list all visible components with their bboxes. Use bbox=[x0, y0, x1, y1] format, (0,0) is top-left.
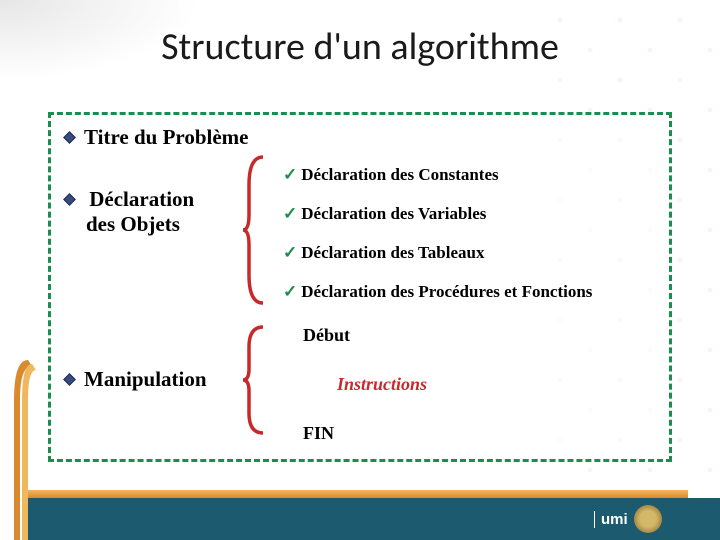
manipulation-label: Manipulation bbox=[84, 367, 207, 391]
list-item: ✓Déclaration des Constantes bbox=[283, 155, 592, 194]
diamond-icon bbox=[63, 373, 76, 386]
check-icon: ✓ bbox=[283, 243, 297, 262]
procedures-label: Déclaration des Procédures et Fonctions bbox=[301, 282, 592, 301]
debut-label: Début bbox=[303, 325, 427, 346]
declaration-list: ✓Déclaration des Constantes ✓Déclaration… bbox=[283, 155, 592, 311]
tableaux-label: Déclaration des Tableaux bbox=[301, 243, 484, 262]
declaration-label: Déclaration des Objets bbox=[65, 187, 194, 236]
fin-label: FIN bbox=[303, 423, 427, 444]
content-box: Titre du Problème Déclaration des Objets… bbox=[48, 112, 672, 462]
list-item: ✓Déclaration des Tableaux bbox=[283, 233, 592, 272]
brace-icon bbox=[241, 155, 271, 305]
check-icon: ✓ bbox=[283, 204, 297, 223]
diamond-icon bbox=[63, 193, 76, 206]
list-item: ✓Déclaration des Procédures et Fonctions bbox=[283, 272, 592, 311]
check-icon: ✓ bbox=[283, 165, 297, 184]
brace-icon bbox=[241, 325, 271, 435]
check-icon: ✓ bbox=[283, 282, 297, 301]
list-item: ✓Déclaration des Variables bbox=[283, 194, 592, 233]
diamond-icon bbox=[63, 131, 76, 144]
footer-orange-strip bbox=[28, 490, 688, 498]
footer-bar: umi bbox=[28, 498, 720, 540]
slide-title: Structure d'un algorithme bbox=[0, 24, 720, 70]
footer-logo-area: umi bbox=[594, 502, 714, 536]
manipulation-block: Début Instructions FIN bbox=[303, 325, 427, 444]
variables-label: Déclaration des Variables bbox=[301, 204, 486, 223]
umi-logo-text: umi bbox=[594, 511, 628, 528]
main-item-declaration: Déclaration des Objets bbox=[65, 187, 194, 237]
main-item-manipulation: Manipulation bbox=[65, 367, 207, 392]
seal-icon bbox=[634, 505, 662, 533]
constantes-label: Déclaration des Constantes bbox=[301, 165, 498, 184]
titre-label: Titre du Problème bbox=[84, 125, 249, 149]
main-item-titre: Titre du Problème bbox=[65, 125, 249, 150]
instructions-label: Instructions bbox=[337, 374, 427, 395]
